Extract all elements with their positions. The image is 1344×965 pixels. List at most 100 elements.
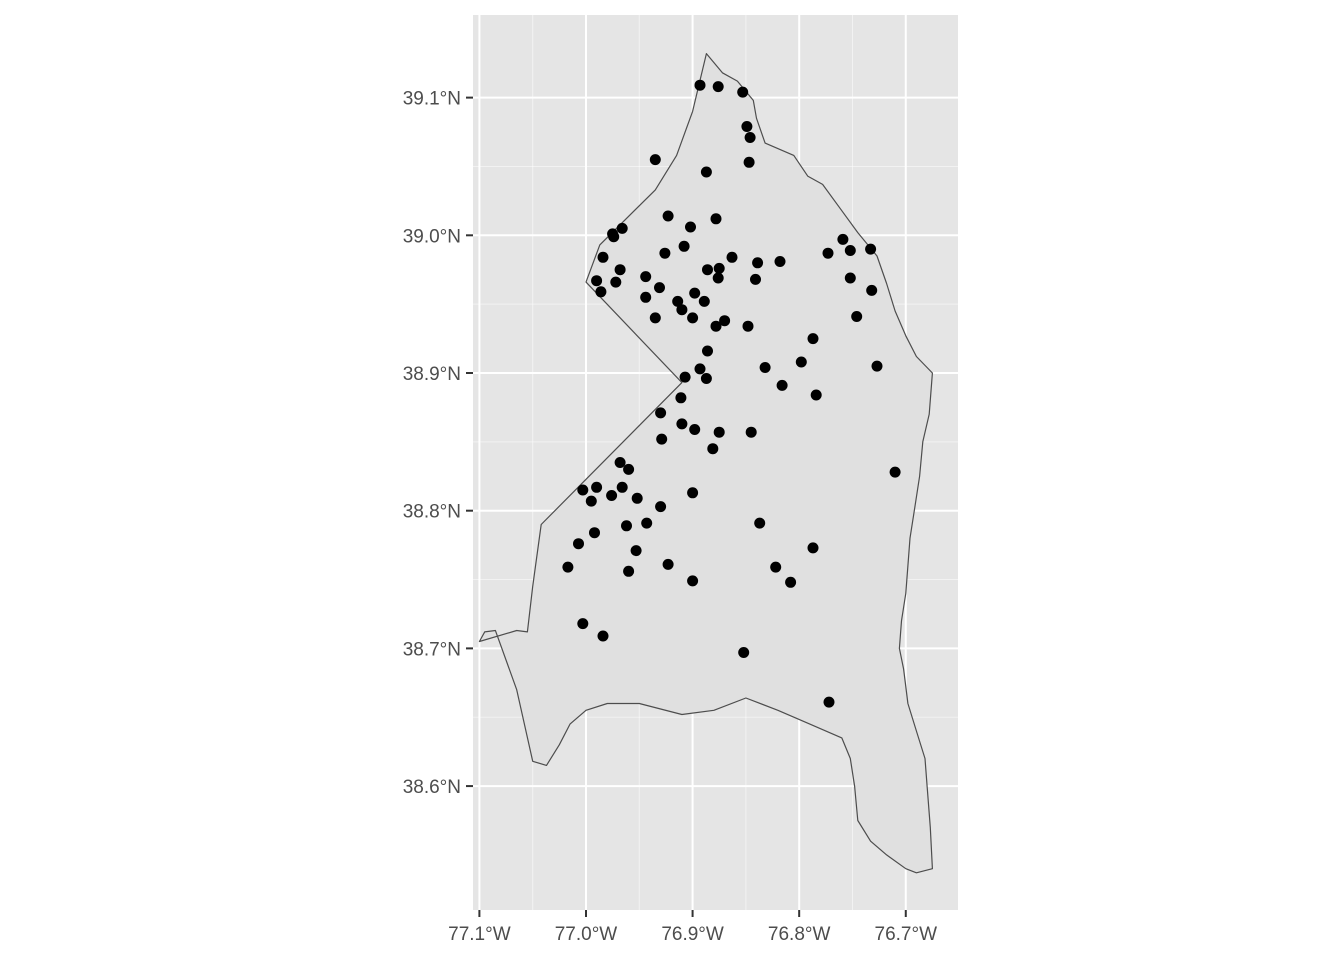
data-point [610, 276, 622, 288]
data-point [822, 247, 834, 259]
data-point [623, 565, 635, 577]
y-tick-label: 38.7°N [403, 639, 461, 660]
data-point [745, 426, 757, 438]
data-point [851, 311, 863, 322]
data-point [807, 542, 819, 554]
data-point [710, 320, 722, 332]
data-point [774, 256, 786, 267]
data-point [837, 233, 849, 245]
data-point [676, 418, 688, 430]
data-point [655, 407, 667, 419]
y-tick-label: 38.8°N [403, 502, 461, 523]
data-point [759, 362, 771, 373]
data-point [608, 231, 620, 243]
data-point [687, 312, 699, 324]
data-point [719, 315, 731, 327]
data-points [562, 79, 901, 708]
data-point [679, 371, 691, 383]
data-point [606, 490, 618, 501]
data-point [585, 495, 597, 507]
data-point [649, 154, 661, 166]
data-point [702, 345, 713, 357]
data-point [577, 484, 589, 496]
data-point [640, 291, 652, 303]
data-point [750, 273, 761, 285]
data-point [685, 221, 696, 233]
data-point [614, 457, 626, 468]
x-tick-label: 77.0°W [555, 924, 618, 945]
data-point [687, 575, 699, 587]
data-point [656, 433, 668, 445]
data-point [655, 501, 667, 513]
data-point [621, 520, 632, 532]
data-point [871, 360, 883, 372]
x-tick-label: 76.8°W [768, 924, 831, 945]
data-point [866, 284, 878, 296]
data-point [742, 320, 754, 332]
data-point [889, 466, 901, 478]
data-point [810, 389, 822, 401]
data-point [700, 373, 712, 384]
data-point [654, 282, 665, 294]
county-boundary [478, 53, 933, 874]
data-point [741, 121, 753, 132]
data-point [659, 247, 671, 259]
data-point [573, 538, 584, 550]
data-point [712, 272, 724, 284]
data-point [700, 166, 712, 178]
data-point [726, 251, 738, 263]
data-point [844, 245, 856, 256]
data-point [662, 558, 674, 570]
data-point [597, 251, 609, 263]
x-tick-label: 76.9°W [661, 924, 724, 945]
data-point [713, 426, 725, 438]
y-axis: 38.6°N 38.7°N 38.8°N 38.9°N 39.0°N 39.1°N [403, 89, 473, 798]
data-point [591, 481, 603, 493]
data-point [738, 647, 750, 658]
data-point [744, 132, 756, 143]
data-point [591, 275, 603, 287]
data-point [577, 618, 589, 630]
data-point [776, 379, 788, 391]
y-tick-label: 39.0°N [403, 226, 461, 247]
data-point [752, 257, 764, 269]
data-point [614, 264, 626, 276]
data-point [712, 81, 724, 93]
data-point [562, 561, 574, 573]
data-point [649, 312, 661, 324]
data-point [770, 561, 782, 573]
data-point [662, 210, 674, 222]
data-point [689, 287, 701, 299]
data-point [623, 463, 635, 475]
data-point [631, 492, 643, 504]
data-point [865, 243, 877, 255]
data-point [672, 295, 684, 307]
data-point [698, 295, 710, 307]
data-point [694, 79, 706, 91]
data-point [616, 481, 628, 493]
data-point [702, 264, 713, 276]
data-point [823, 696, 835, 708]
x-tick-label: 77.1°W [448, 924, 511, 945]
data-point [710, 213, 722, 225]
data-point [707, 443, 719, 455]
data-point [743, 156, 755, 168]
data-point [595, 286, 607, 298]
x-tick-label: 76.7°W [875, 924, 938, 945]
data-point [689, 424, 701, 435]
data-point [676, 304, 688, 316]
data-point [713, 262, 725, 274]
y-tick-label: 39.1°N [403, 89, 461, 110]
data-point [687, 487, 699, 499]
data-point [630, 545, 642, 557]
data-point [678, 240, 690, 252]
data-point [795, 356, 807, 368]
data-point [675, 392, 687, 404]
data-point [754, 517, 766, 529]
data-point [785, 576, 797, 588]
x-axis: 77.1°W 77.0°W 76.9°W 76.8°W 76.7°W [448, 910, 937, 945]
data-point [737, 86, 749, 98]
data-point [844, 272, 856, 284]
data-point [589, 527, 600, 539]
